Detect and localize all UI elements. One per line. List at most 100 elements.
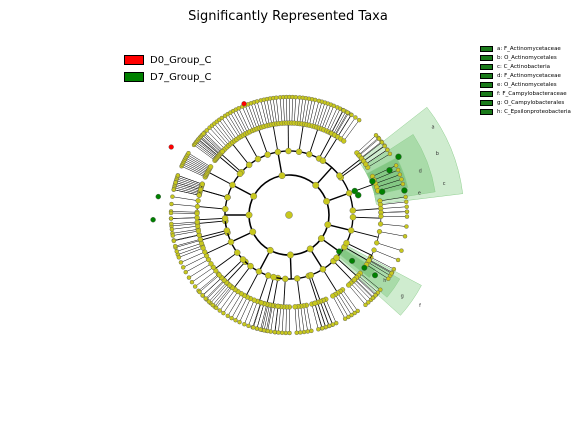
taxon-node: [222, 205, 229, 213]
branch-line: [178, 247, 204, 258]
taxon-node: [283, 330, 289, 336]
taxon-node: [282, 275, 289, 283]
branch-line: [197, 206, 226, 210]
branch-line: [366, 264, 389, 279]
taxon-node: [236, 170, 244, 178]
branch-line: [197, 220, 226, 224]
branch-line: [172, 196, 199, 201]
taxon-node: [247, 262, 254, 270]
taxon-node: [245, 161, 253, 169]
branch-line: [175, 184, 201, 192]
taxon-node: [170, 233, 176, 238]
branch-line: [367, 262, 391, 276]
taxon-node: [402, 234, 408, 239]
branch-line: [269, 98, 275, 125]
branch-line: [314, 303, 323, 329]
taxon-node: [255, 268, 263, 275]
taxon-node: [400, 181, 406, 187]
branch-line: [266, 99, 273, 125]
branch-line: [218, 155, 241, 175]
taxon-node: [219, 148, 225, 155]
taxon-node: [237, 319, 242, 325]
branch-line: [198, 273, 219, 291]
taxon-node: [319, 266, 327, 273]
taxon-node: [376, 136, 382, 141]
taxon-node: [176, 255, 182, 260]
taxon-node: [345, 189, 353, 197]
taxon-node: [196, 192, 202, 198]
branch-line: [172, 229, 199, 234]
taxon-node: [395, 153, 402, 160]
red-swatch: [124, 55, 144, 65]
branch-line: [320, 301, 330, 326]
taxon-node: [385, 147, 390, 153]
branch-line: [238, 108, 251, 132]
branch-line: [326, 107, 338, 132]
branch-line: [173, 189, 200, 196]
taxon-node: [312, 97, 318, 103]
branch-line: [173, 234, 200, 241]
taxon-node: [312, 181, 320, 189]
branch-line: [199, 230, 228, 238]
taxon-node: [369, 178, 376, 185]
taxon-node: [355, 191, 362, 199]
sector-label: e: [418, 190, 421, 196]
taxon-node: [349, 257, 356, 264]
taxon-node: [342, 316, 348, 321]
taxon-node: [251, 325, 256, 330]
branch-line: [337, 292, 352, 316]
taxon-node: [317, 235, 325, 242]
taxon-node: [363, 161, 369, 167]
taxon-node: [330, 293, 336, 299]
branch-line: [188, 263, 212, 278]
taxon-node: [404, 224, 409, 229]
branch-line: [325, 299, 337, 324]
branch-line: [311, 304, 319, 330]
branch-line: [314, 101, 323, 127]
taxon-node: [174, 249, 179, 254]
branch-line: [303, 305, 308, 332]
taxon-node: [221, 310, 226, 316]
taxon-node: [264, 151, 271, 158]
branch-line: [300, 306, 305, 333]
branch-line: [309, 99, 316, 126]
taxon-node: [320, 325, 325, 331]
taxa-legend-entry: d: F_Actinomycetaceae: [480, 71, 571, 80]
branch-line: [294, 306, 297, 333]
taxon-node: [170, 194, 175, 199]
taxon-node: [286, 251, 294, 259]
branch-line: [171, 217, 198, 219]
taxon-node: [377, 221, 384, 227]
branch-line: [274, 306, 279, 333]
branch-line: [195, 270, 216, 287]
taxon-node: [181, 265, 186, 270]
branch-line: [328, 108, 341, 133]
taxon-node: [203, 296, 208, 301]
branch-line: [272, 124, 279, 153]
branch-line: [298, 124, 304, 152]
branch-line: [379, 196, 406, 202]
branch-line: [212, 285, 230, 306]
branch-line: [331, 110, 344, 134]
branch-line: [380, 206, 407, 209]
branch-line: [315, 166, 333, 186]
taxon-node: [173, 180, 178, 185]
branch-line: [171, 203, 198, 207]
branch-line: [281, 306, 284, 333]
taxon-node: [150, 217, 156, 223]
sector-label: c: [443, 181, 446, 187]
taxon-node: [309, 328, 314, 334]
swatch: [480, 81, 493, 88]
branch-line: [248, 301, 258, 326]
branch-line: [272, 277, 279, 306]
branch-line: [230, 112, 244, 136]
taxon-node: [351, 187, 358, 195]
taxon-node: [183, 269, 188, 275]
taxon-node: [168, 216, 174, 221]
taxon-node: [189, 279, 195, 285]
taxon-node: [246, 323, 251, 329]
taxon-node: [298, 330, 303, 335]
taxon-node: [210, 302, 215, 308]
taxon-node: [356, 117, 362, 123]
branch-line: [203, 133, 223, 152]
